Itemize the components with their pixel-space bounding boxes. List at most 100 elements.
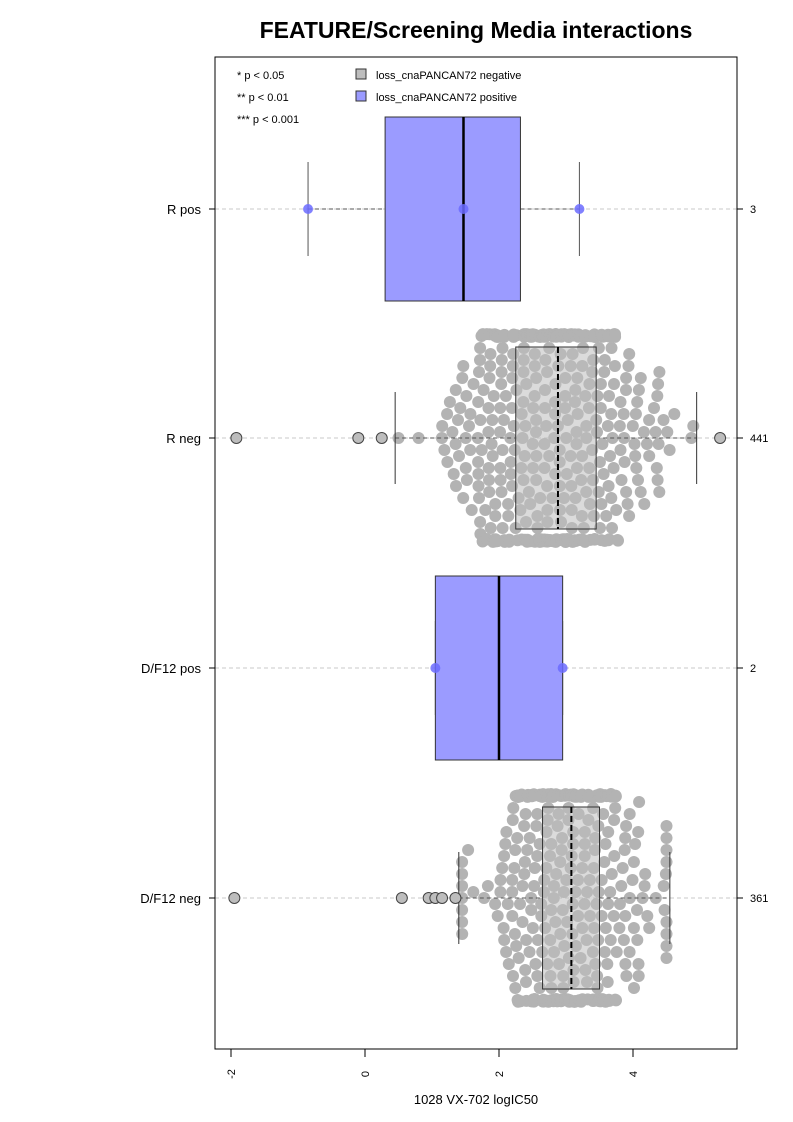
- data-point: [510, 940, 523, 952]
- data-point: [616, 862, 629, 874]
- data-point: [472, 396, 485, 408]
- data-point: [607, 462, 620, 474]
- data-point: [502, 958, 515, 970]
- data-point: [504, 468, 517, 480]
- data-point: [494, 874, 507, 886]
- data-point: [438, 444, 451, 456]
- count-labels: 3 441 2 361: [737, 204, 768, 905]
- legend-label: loss_cnaPANCAN72 negative: [376, 70, 521, 82]
- data-point: [638, 880, 651, 892]
- data-point: [661, 426, 674, 438]
- data-point: [511, 832, 524, 844]
- data-point: [609, 330, 622, 343]
- data-point: [454, 402, 467, 414]
- data-point: [456, 904, 469, 916]
- data-point: [620, 970, 633, 982]
- data-point: [495, 354, 508, 366]
- data-point: [595, 498, 608, 510]
- data-point: [463, 420, 475, 432]
- data-point: [443, 396, 456, 408]
- data-point: [637, 426, 650, 438]
- data-point: [465, 504, 478, 516]
- data-point: [623, 348, 636, 360]
- box: [384, 116, 521, 302]
- data-point: [601, 958, 614, 970]
- x-tick-label: 4: [628, 1071, 640, 1077]
- data-point: [482, 426, 495, 438]
- data-point: [598, 856, 611, 868]
- data-point: [660, 844, 673, 856]
- data-point: [523, 946, 536, 958]
- data-point: [653, 366, 666, 378]
- data-point: [303, 204, 314, 214]
- data-point: [632, 384, 645, 396]
- data-point: [628, 438, 641, 450]
- data-point: [489, 898, 502, 910]
- data-point: [446, 426, 459, 438]
- data-point: [460, 390, 473, 402]
- data-point: [594, 378, 607, 390]
- data-point: [531, 850, 544, 862]
- data-point: [508, 862, 521, 874]
- y-axis-labels: R pos R neg D/F12 pos D/F12 neg: [140, 202, 215, 906]
- data-point: [598, 946, 611, 958]
- data-point: [491, 910, 504, 922]
- grid-lines: [215, 208, 737, 899]
- data-point: [639, 868, 652, 880]
- data-point: [613, 922, 626, 934]
- data-point: [506, 814, 519, 826]
- data-point: [660, 820, 673, 832]
- data-point: [605, 408, 618, 420]
- data-point: [523, 832, 536, 844]
- data-point: [605, 868, 618, 880]
- data-point: [494, 426, 506, 438]
- data-point: [516, 916, 529, 928]
- data-point: [525, 904, 538, 916]
- data-point: [618, 456, 631, 468]
- data-point: [609, 790, 622, 803]
- outlier-point: [230, 432, 243, 444]
- data-point: [630, 462, 643, 474]
- data-point: [483, 486, 496, 498]
- significance-note: ** p < 0.01: [237, 92, 289, 104]
- data-point: [608, 814, 621, 826]
- data-point: [456, 880, 469, 892]
- data-point: [494, 462, 507, 474]
- data-point: [494, 886, 507, 898]
- data-point: [599, 838, 612, 850]
- data-point: [485, 438, 498, 450]
- data-point: [483, 474, 495, 486]
- data-point: [622, 360, 635, 372]
- data-point: [497, 414, 510, 426]
- data-point: [663, 444, 676, 456]
- data-point: [435, 432, 448, 444]
- data-point: [456, 372, 469, 384]
- data-point: [608, 378, 620, 390]
- data-point: [509, 844, 522, 856]
- data-point: [502, 510, 515, 522]
- data-point: [498, 850, 511, 862]
- data-point: [521, 844, 534, 856]
- data-point: [658, 904, 671, 916]
- data-point: [604, 450, 616, 462]
- data-point: [612, 534, 624, 547]
- data-point: [632, 474, 644, 486]
- data-point: [607, 910, 620, 922]
- data-point: [486, 450, 499, 462]
- data-point: [526, 922, 539, 934]
- data-point: [643, 414, 656, 426]
- data-point: [601, 420, 614, 432]
- data-point: [484, 360, 497, 372]
- data-point: [472, 480, 485, 492]
- data-point: [657, 414, 670, 426]
- data-point: [484, 522, 497, 534]
- data-point: [474, 516, 487, 528]
- data-point: [574, 204, 585, 214]
- data-point: [620, 372, 633, 384]
- data-point: [459, 462, 472, 474]
- data-point: [632, 958, 645, 970]
- data-point: [467, 886, 480, 898]
- data-point: [506, 874, 519, 886]
- data-point: [499, 838, 512, 850]
- data-point: [660, 916, 673, 928]
